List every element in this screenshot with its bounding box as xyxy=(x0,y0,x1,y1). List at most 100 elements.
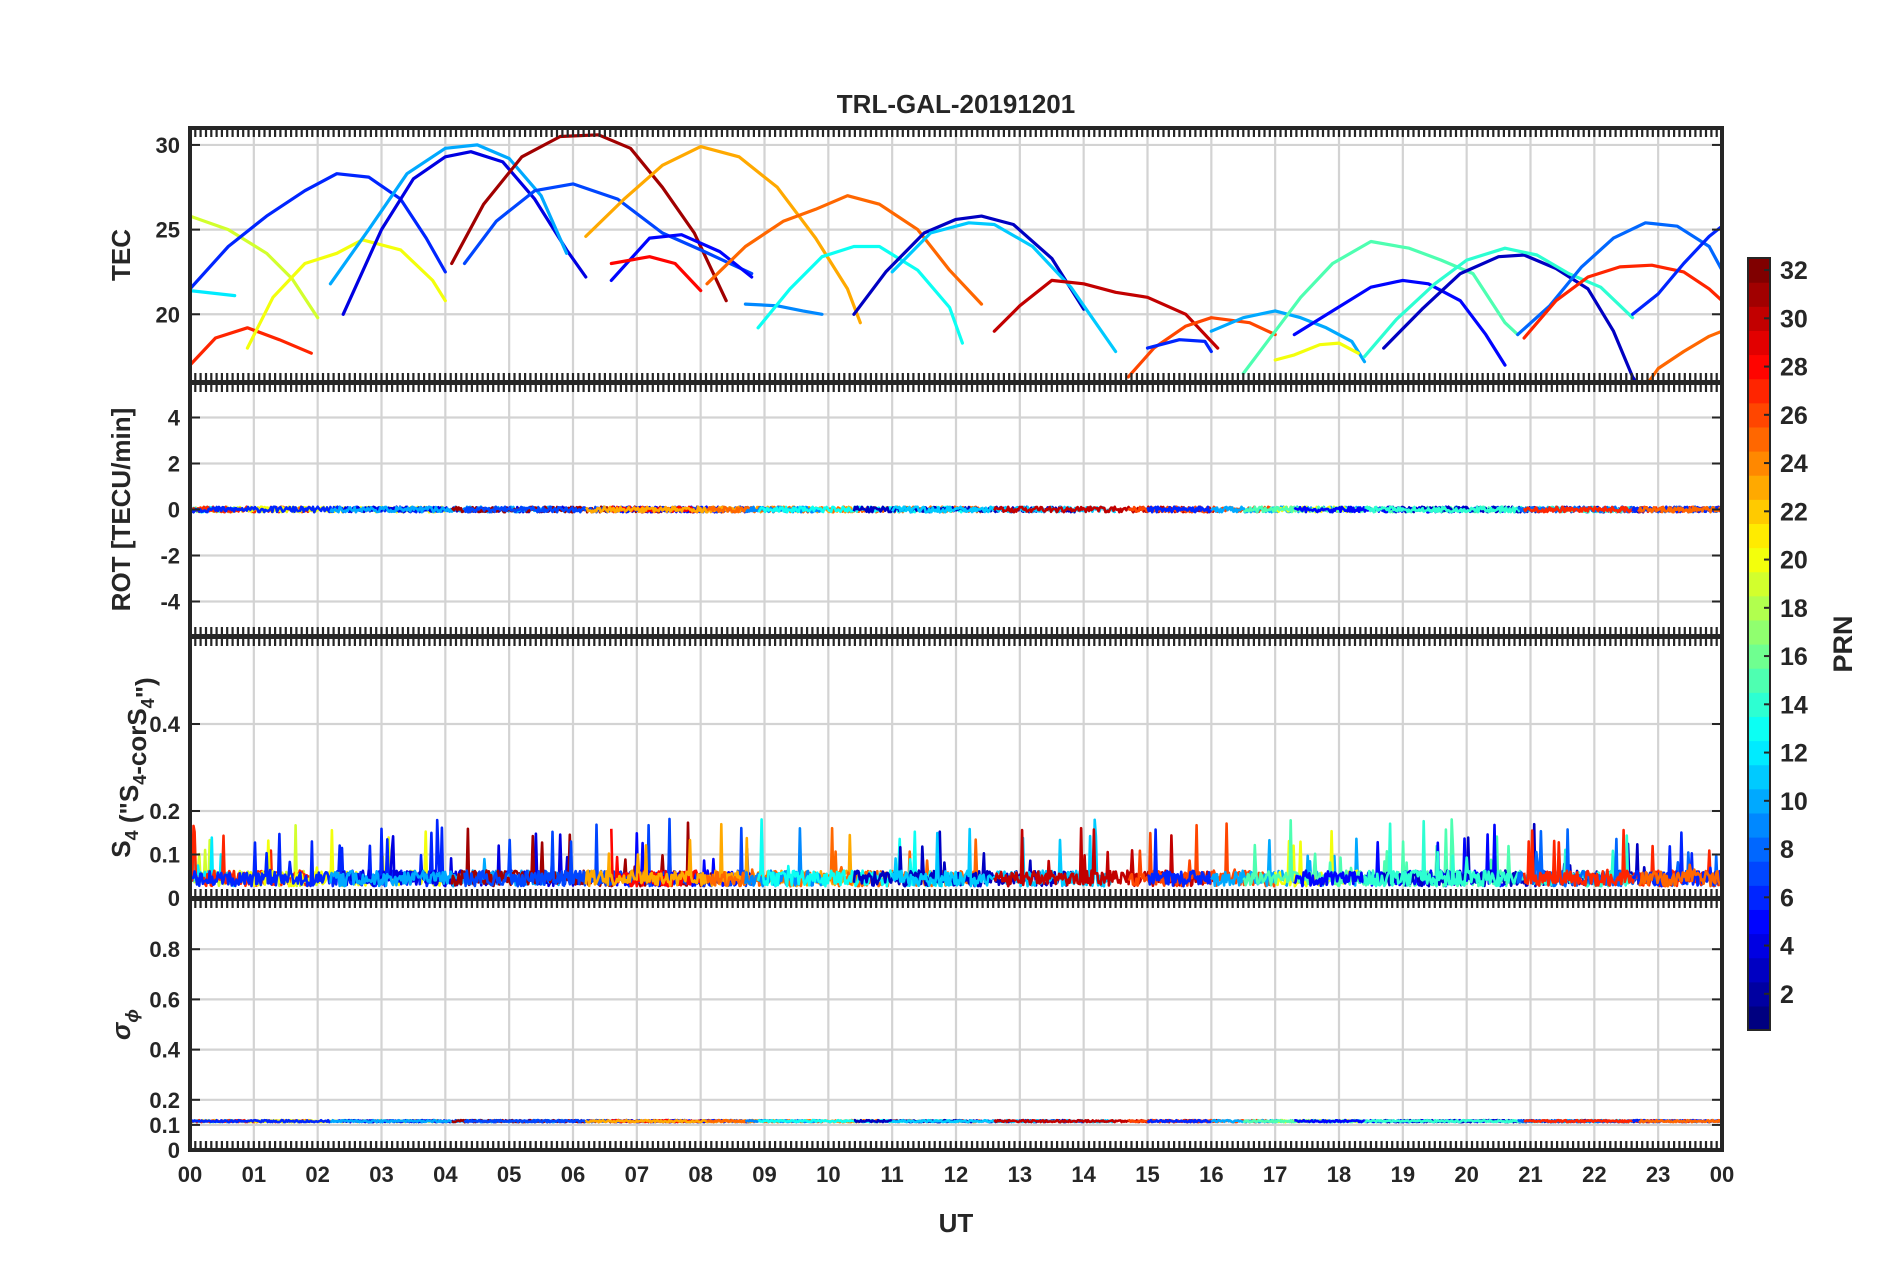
s4-y-tick-label: 0.2 xyxy=(149,799,180,824)
x-tick-label: 15 xyxy=(1135,1162,1159,1187)
colorbar-tick-label: 24 xyxy=(1780,450,1808,478)
colorbar-label: PRN xyxy=(1828,615,1858,672)
rot-y-ticks: -4 -2 0 2 4 xyxy=(160,406,1722,615)
tec-series-prn-13 xyxy=(756,244,964,345)
chart-title: TRL-GAL-20191201 xyxy=(837,89,1075,119)
tec-y-axis-label: TEC xyxy=(106,229,136,281)
s4-series-prn-25 xyxy=(1638,863,1722,888)
colorbar-band xyxy=(1748,523,1770,549)
tec-series-prn-6 xyxy=(1631,224,1722,316)
colorbar-band xyxy=(1748,547,1770,573)
rot-traces xyxy=(190,505,1722,514)
x-tick-label: 01 xyxy=(242,1162,266,1187)
sigma-y-tick-label: 0.8 xyxy=(149,937,180,962)
colorbar-tick-label: 16 xyxy=(1780,643,1808,671)
colorbar-band xyxy=(1748,330,1770,356)
sigma-y-tick-label: 0.2 xyxy=(149,1088,180,1113)
s4-series-prn-3 xyxy=(852,830,1085,888)
s4-y-ticks: 0 0.1 0.2 0.4 xyxy=(149,712,1722,911)
sigma-y-tick-label: 0 xyxy=(168,1138,180,1163)
x-tick-label: 08 xyxy=(688,1162,712,1187)
tec-series-prn-5 xyxy=(1292,278,1507,367)
sigma-traces xyxy=(190,1118,1722,1124)
s4-series-prn-12 xyxy=(190,836,236,888)
sigma-y-axis-label: σϕ xyxy=(106,1009,142,1040)
rot-y-tick-label: 2 xyxy=(168,452,180,477)
sigma-minor-ticks xyxy=(188,899,1724,1150)
x-tick-label: 20 xyxy=(1454,1162,1478,1187)
x-tick-label: 07 xyxy=(625,1162,649,1187)
colorbar-band xyxy=(1748,885,1770,910)
colorbar-band xyxy=(1748,692,1770,717)
x-tick-label: 10 xyxy=(816,1162,840,1187)
colorbar-tick-label: 18 xyxy=(1780,595,1808,623)
tec-series-prn-6 xyxy=(1145,338,1213,354)
tec-series-prn-3 xyxy=(852,214,1086,316)
x-tick-label: 11 xyxy=(881,1162,904,1187)
colorbar-band xyxy=(1748,837,1770,862)
colorbar-tick-label: 2 xyxy=(1780,981,1794,1009)
colorbar-band xyxy=(1748,282,1770,307)
s4-traces xyxy=(190,817,1722,888)
s4-minor-ticks xyxy=(188,637,1724,898)
colorbar-band xyxy=(1748,861,1770,886)
tec-series-prn-14 xyxy=(1362,246,1635,359)
tec-series-prn-6 xyxy=(190,172,447,291)
tec-y-tick-label: 20 xyxy=(156,302,180,327)
colorbar-band xyxy=(1748,1005,1770,1031)
x-tick-label: 23 xyxy=(1646,1162,1670,1187)
tec-series-prn-7 xyxy=(462,182,754,276)
x-tick-label: 04 xyxy=(433,1162,458,1187)
x-tick-label: 21 xyxy=(1518,1162,1542,1187)
tec-y-tick-label: 25 xyxy=(156,218,180,243)
sigma-y-tick-label: 0.6 xyxy=(149,987,180,1012)
x-tick-label: 14 xyxy=(1071,1162,1096,1187)
colorbar-band xyxy=(1748,933,1770,959)
s4-series-prn-14 xyxy=(1363,819,1634,888)
colorbar-band xyxy=(1748,668,1770,693)
sigma-series-prn-6 xyxy=(1146,1118,1212,1124)
tec-series-prn-3 xyxy=(1382,253,1639,382)
x-tick-label: 05 xyxy=(497,1162,521,1187)
tec-series-prn-30 xyxy=(992,278,1220,350)
tec-series-prn-19 xyxy=(190,214,320,320)
rot-minor-ticks xyxy=(188,383,1724,636)
colorbar-band xyxy=(1748,402,1770,428)
tec-series-prn-12 xyxy=(190,289,237,298)
tec-series-prn-9 xyxy=(743,302,824,316)
colorbar-band xyxy=(1748,426,1770,452)
s4-y-tick-label: 0.1 xyxy=(149,843,180,868)
colorbar-tick-label: 4 xyxy=(1780,933,1794,961)
tec-series-prn-28 xyxy=(609,255,703,293)
colorbar-band xyxy=(1748,812,1770,838)
colorbar-tick-label: 8 xyxy=(1780,836,1794,864)
colorbar-band xyxy=(1748,595,1770,621)
tec-series-prn-15 xyxy=(1241,239,1520,376)
colorbar-band xyxy=(1748,909,1770,935)
tec-series-prn-23 xyxy=(584,145,862,325)
tec-y-ticks: 20 25 30 xyxy=(156,133,1722,327)
x-axis-label: UT xyxy=(939,1208,974,1238)
colorbar-tick-label: 10 xyxy=(1780,788,1808,816)
panel-tec: 20 25 30 TEC xyxy=(106,126,1724,384)
tec-series-prn-20 xyxy=(1273,341,1360,362)
colorbar-band xyxy=(1748,499,1770,524)
colorbar-band xyxy=(1748,764,1770,790)
s4-series-prn-6 xyxy=(1147,828,1212,888)
colorbar-tick-label: 22 xyxy=(1780,498,1808,526)
colorbar-tick-label: 6 xyxy=(1780,884,1794,912)
colorbar-frame xyxy=(1747,257,1771,1031)
x-tick-label: 16 xyxy=(1199,1162,1223,1187)
tec-series-prn-11 xyxy=(890,221,1118,354)
sigma-y-tick-label: 0.1 xyxy=(149,1113,180,1138)
s4-y-tick-label: 0 xyxy=(168,886,180,911)
s4-y-tick-label: 0.4 xyxy=(149,712,180,737)
tec-series-prn-27 xyxy=(1522,263,1722,340)
colorbar-band xyxy=(1748,306,1770,331)
x-tick-label: 03 xyxy=(369,1162,393,1187)
x-tick-label: 18 xyxy=(1327,1162,1351,1187)
colorbar-tick-label: 12 xyxy=(1780,740,1808,768)
